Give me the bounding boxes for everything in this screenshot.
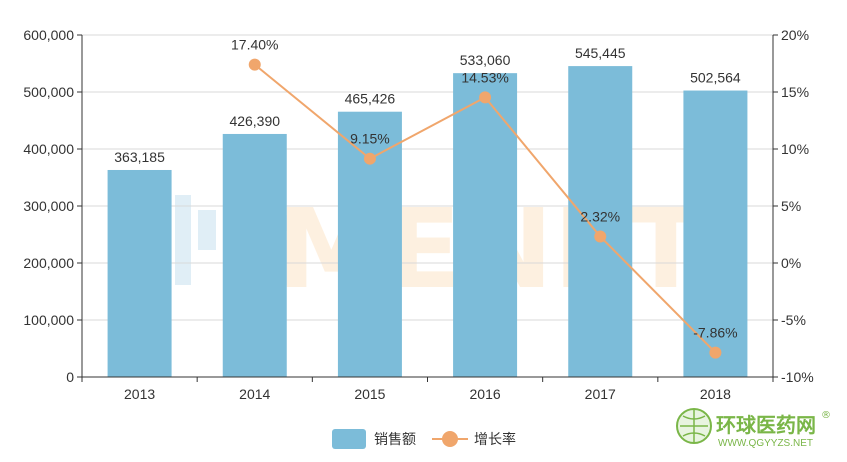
bar[interactable]: [337, 111, 402, 377]
bar-data-label: 545,445: [575, 45, 626, 61]
line-data-label: 17.40%: [231, 37, 278, 53]
y-right-tick-label: 15%: [781, 84, 809, 100]
line-data-label: 2.32%: [580, 209, 620, 225]
x-tick-label: 2018: [700, 386, 731, 402]
x-tick-label: 2013: [124, 386, 155, 402]
x-axis: 2013 2014 2015 2016 2017 2018: [81, 377, 774, 402]
bar[interactable]: [683, 90, 748, 378]
line-data-labels: 17.40% 9.15% 14.53% 2.32% -7.86%: [231, 37, 738, 341]
y-left-tick-label: 600,000: [23, 27, 74, 43]
line-series: [248, 58, 722, 359]
legend-label-growth: 增长率: [474, 431, 516, 448]
bar[interactable]: [453, 73, 518, 378]
bar[interactable]: [222, 133, 287, 377]
logo-url: WWW.QGYYZS.NET: [718, 438, 813, 449]
y-right-tick-label: 10%: [781, 141, 809, 157]
globe-icon: [676, 408, 712, 444]
legend-swatch-growth-marker: [442, 431, 458, 447]
logo-registered-mark: ®: [821, 410, 831, 421]
bar-data-label: 502,564: [690, 70, 741, 86]
legend-item-sales[interactable]: 销售额: [332, 429, 416, 449]
y-right-tick-label: 5%: [781, 198, 801, 214]
logo-name: 环球医药网: [716, 413, 816, 437]
y-right-tick-label: 20%: [781, 27, 809, 43]
x-tick-label: 2014: [239, 386, 270, 402]
line-data-label: 9.15%: [350, 131, 390, 147]
y-left-tick-label: 100,000: [23, 312, 74, 328]
legend[interactable]: 销售额 增长率: [332, 429, 516, 449]
brand-logo: 环球医药网 ® WWW.QGYYZS.NET: [676, 408, 831, 449]
legend-item-growth[interactable]: 增长率: [432, 431, 516, 448]
bar-series: [107, 66, 748, 378]
bar-data-label: 426,390: [229, 113, 280, 129]
y-left-tick-label: 500,000: [23, 84, 74, 100]
growth-point[interactable]: [363, 152, 376, 165]
growth-point[interactable]: [594, 230, 607, 243]
line-data-label: -7.86%: [693, 325, 737, 341]
legend-label-sales: 销售额: [374, 432, 416, 448]
bar-data-label: 533,060: [460, 52, 511, 68]
growth-point[interactable]: [479, 91, 492, 104]
growth-point[interactable]: [248, 58, 261, 71]
bar[interactable]: [107, 169, 172, 377]
legend-swatch-sales: [332, 429, 366, 449]
line-data-label: 14.53%: [461, 69, 508, 85]
x-tick-label: 2015: [354, 386, 385, 402]
y-left-tick-label: 200,000: [23, 255, 74, 271]
y-left-tick-label: 400,000: [23, 141, 74, 157]
y-axis-left: 0 100,000 200,000 300,000 400,000 500,000 600,…: [23, 27, 82, 385]
gridlines: [82, 34, 773, 378]
bar[interactable]: [568, 66, 633, 378]
x-tick-label: 2017: [585, 386, 616, 402]
y-right-tick-label: -5%: [781, 312, 806, 328]
bar-data-label: 465,426: [345, 91, 396, 107]
y-left-tick-label: 0: [66, 369, 74, 385]
bar-data-label: 363,185: [114, 149, 165, 165]
x-tick-label: 2016: [470, 386, 501, 402]
y-left-tick-label: 300,000: [23, 198, 74, 214]
y-axis-right: -10% -5% 0% 5% 10% 15% 20%: [773, 27, 814, 385]
growth-point[interactable]: [709, 346, 722, 359]
y-right-tick-label: -10%: [781, 369, 814, 385]
bar-data-labels: 363,185 426,390 465,426 533,060 545,445 502,5…: [114, 45, 741, 165]
y-right-tick-label: 0%: [781, 255, 801, 271]
